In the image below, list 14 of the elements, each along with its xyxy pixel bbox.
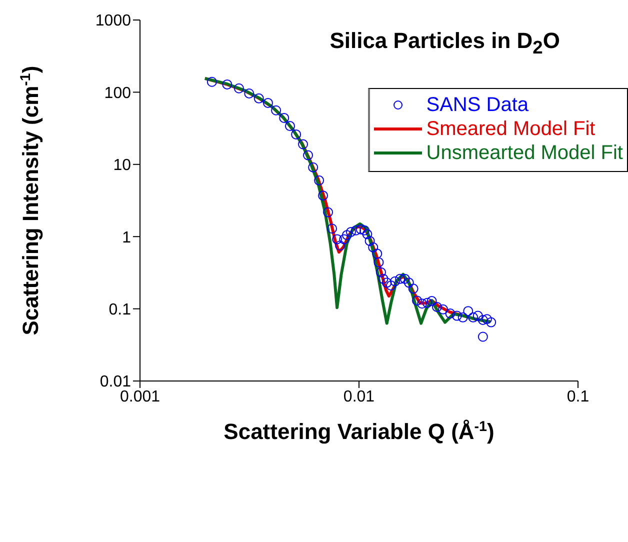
x-axis-title: Scattering Variable Q (Å$^{-1}$) xyxy=(224,419,494,444)
x-tick-label: 0.1 xyxy=(566,388,590,406)
y-tick-label: 100 xyxy=(104,84,132,102)
legend-label: Smeared Model Fit xyxy=(426,117,596,141)
text: Silica Particles in D$_{2}$O xyxy=(330,28,560,58)
y-tick-label: 0.1 xyxy=(108,301,132,318)
legend-label: Unsmearted Model Fit xyxy=(426,141,623,165)
legend-label: SANS Data xyxy=(426,93,529,117)
y-tick-label: 10 xyxy=(113,157,132,174)
y-tick-label: 1 xyxy=(122,229,132,246)
x-tick-label: 0.01 xyxy=(343,388,375,406)
y-tick-label: 0.01 xyxy=(100,374,132,391)
x-tick-label: 0.001 xyxy=(120,388,160,406)
y-tick-label: 1000 xyxy=(95,12,132,30)
